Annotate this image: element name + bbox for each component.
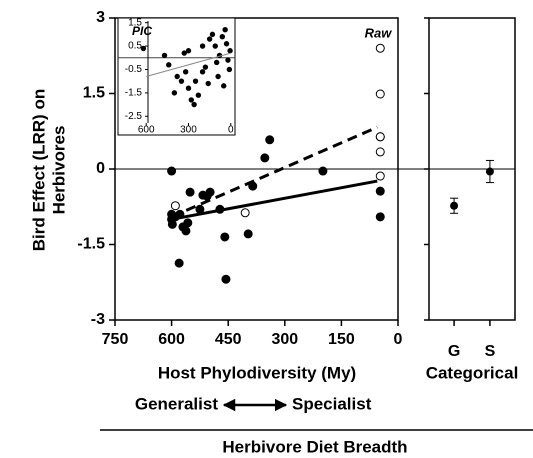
- point: [375, 147, 385, 157]
- point: [375, 212, 385, 222]
- point: [199, 43, 206, 49]
- point: [243, 229, 253, 239]
- footer-label: Herbivore Diet Breadth: [222, 437, 407, 456]
- annotation: Raw: [365, 25, 393, 40]
- point: [225, 57, 231, 63]
- point: [206, 36, 213, 42]
- point: [221, 274, 231, 284]
- fit-line: [171, 125, 378, 219]
- y-tick-label: 0: [96, 160, 105, 177]
- x-tick-label: 0: [394, 331, 403, 348]
- point: [375, 171, 385, 181]
- point: [265, 135, 275, 145]
- point: [174, 258, 184, 268]
- x-tick-label: 300: [180, 125, 197, 136]
- x-tick-label: 450: [215, 331, 242, 348]
- point: [167, 166, 177, 176]
- point: [226, 66, 233, 73]
- point: [167, 219, 177, 229]
- point: [183, 218, 193, 228]
- point: [199, 69, 206, 75]
- y-axis-label: Bird Effect (LRR) on: [29, 89, 48, 251]
- point: [212, 43, 218, 49]
- point: [223, 41, 230, 47]
- point: [220, 232, 230, 242]
- generalist-label: Generalist: [135, 394, 218, 413]
- point: [202, 64, 209, 70]
- point: [195, 92, 202, 98]
- x-tick-label: 600: [138, 125, 155, 136]
- point: [485, 167, 494, 176]
- point: [205, 187, 215, 197]
- point: [191, 101, 197, 108]
- point: [375, 186, 385, 196]
- x-tick-label: S: [485, 343, 496, 360]
- y-tick-label: -3: [91, 311, 105, 328]
- point: [171, 90, 178, 96]
- x-axis-label: Categorical: [426, 363, 519, 382]
- fit-line: [146, 52, 231, 77]
- x-tick-label: 750: [102, 331, 129, 348]
- point: [375, 43, 385, 53]
- point: [178, 78, 185, 84]
- point: [375, 89, 385, 99]
- point: [174, 73, 180, 80]
- point: [375, 132, 385, 142]
- point: [205, 80, 211, 87]
- fit-line: [171, 179, 378, 221]
- y-tick-label: 1.5: [128, 17, 142, 28]
- point: [221, 83, 227, 89]
- point: [240, 208, 250, 218]
- point: [219, 34, 226, 40]
- point: [209, 31, 216, 38]
- y-tick-label: 3: [96, 9, 105, 26]
- point: [185, 187, 195, 197]
- point: [260, 153, 270, 163]
- x-tick-label: G: [448, 343, 460, 360]
- point: [185, 85, 192, 91]
- y-tick-label: -1.5: [125, 88, 143, 99]
- point: [227, 48, 233, 54]
- point: [181, 50, 187, 56]
- point: [166, 62, 172, 68]
- point: [192, 78, 199, 84]
- point: [185, 48, 192, 54]
- y-tick-label: 1.5: [83, 85, 105, 102]
- y-axis-label: Herbivores: [49, 126, 68, 215]
- point: [318, 166, 328, 176]
- point: [170, 201, 180, 211]
- x-tick-label: 150: [328, 331, 355, 348]
- point: [140, 45, 147, 52]
- y-tick-label: 0.5: [128, 41, 142, 52]
- point: [450, 201, 459, 210]
- point: [161, 52, 168, 59]
- point: [215, 73, 221, 80]
- point: [182, 69, 189, 75]
- y-tick-label: -1.5: [77, 236, 105, 253]
- x-tick-label: 600: [158, 331, 185, 348]
- annotation: PIC: [132, 24, 152, 38]
- x-axis-label: Host Phylodiversity (My): [158, 363, 356, 382]
- y-tick-label: -2.5: [125, 111, 143, 122]
- x-tick-label: 0: [228, 125, 234, 136]
- specialist-label: Specialist: [292, 394, 372, 413]
- point: [188, 97, 195, 103]
- point: [181, 226, 191, 236]
- x-tick-label: 300: [271, 331, 298, 348]
- point: [213, 59, 220, 66]
- y-tick-label: -0.5: [125, 64, 143, 75]
- point: [222, 27, 228, 33]
